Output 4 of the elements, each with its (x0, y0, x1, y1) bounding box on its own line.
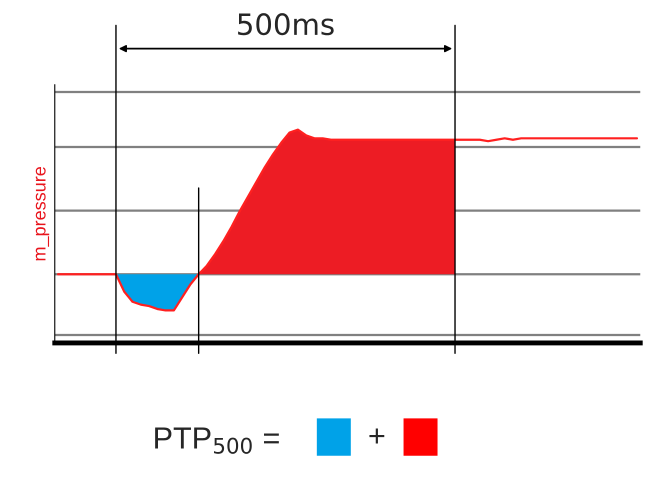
text: 500ms (238, 13, 334, 36)
y-axis-title: m_pressure (36, 167, 50, 260)
text: PTP$_{500}$ = (155, 428, 279, 454)
text: + (369, 428, 384, 444)
